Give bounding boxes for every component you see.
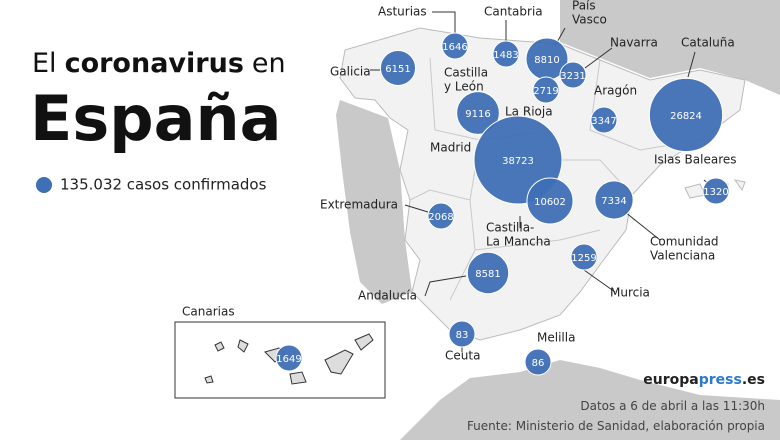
region-label: La Rioja [505, 105, 553, 119]
bubble [492, 40, 520, 68]
region-label: Castilla [444, 66, 488, 80]
bubble-label: 9116 [465, 109, 490, 120]
bubble-label: 38723 [502, 156, 534, 167]
region-label: Valenciana [650, 249, 715, 263]
region-label: Galicia [330, 65, 371, 79]
bubble [379, 49, 417, 87]
bubble [427, 202, 455, 230]
bubble [466, 251, 510, 295]
region-label: Cantabria [484, 5, 543, 19]
region-label: La Mancha [486, 235, 551, 249]
bubble-label: 2068 [428, 212, 453, 223]
bubble-label: 1483 [493, 50, 518, 61]
bubble-label: 83 [456, 330, 469, 341]
bubble-label: 2719 [533, 86, 558, 97]
region-label: Canarias [182, 305, 235, 319]
bubble [648, 77, 724, 153]
region-label: Aragón [594, 84, 637, 98]
bubble [532, 76, 560, 104]
region-label: Asturias [378, 5, 427, 19]
bubble-label: 1649 [276, 354, 301, 365]
bubble-label: 3347 [591, 116, 616, 127]
france [560, 0, 780, 95]
bubble-label: 26824 [670, 111, 702, 122]
title: El coronavirus en [32, 48, 286, 79]
bubble-label: 10602 [534, 197, 566, 208]
bubble-label: 86 [532, 358, 545, 369]
bubble-label: 3231 [560, 71, 585, 82]
region-label: País [572, 0, 596, 13]
africa [400, 360, 780, 440]
region-label: Comunidad [650, 235, 719, 249]
title-part: en [252, 48, 286, 79]
subtitle: España [30, 82, 281, 155]
logo-part: .es [742, 372, 765, 388]
region-label: y León [444, 80, 484, 94]
bubble [702, 177, 730, 205]
date-note: Datos a 6 de abril a las 11:30h [580, 399, 765, 413]
region-label: Castilla- [486, 221, 534, 235]
bubble [570, 243, 598, 271]
title-part: El [32, 48, 57, 79]
bubble-label: 8810 [534, 55, 559, 66]
bubble [594, 180, 634, 220]
bubble [526, 177, 574, 225]
bubble-label: 1320 [703, 187, 728, 198]
region-label: Navarra [610, 36, 658, 50]
bubble-label: 6151 [385, 64, 410, 75]
bubble-label: 1259 [571, 253, 596, 264]
portugal [336, 100, 412, 304]
bubble [590, 106, 618, 134]
region-label: Ceuta [445, 349, 480, 363]
region-label: Extremadura [320, 198, 398, 212]
bubble-label: 8581 [475, 269, 500, 280]
bubble [524, 348, 552, 376]
logo-part: press [699, 372, 742, 388]
title-part: coronavirus [65, 48, 244, 79]
bubble-label: 1646 [442, 42, 467, 53]
region-label: Murcia [610, 286, 650, 300]
region-label: Cataluña [681, 36, 735, 50]
region-label: Islas Baleares [654, 153, 737, 167]
region-label: Andalucía [358, 289, 417, 303]
bubble-label: 7334 [601, 196, 626, 207]
logo-part: europa [643, 372, 698, 388]
logo: europapress.es [643, 372, 765, 388]
bubble [275, 344, 303, 372]
region-label: Melilla [537, 331, 575, 345]
bubble [441, 32, 469, 60]
legend-label: 135.032 casos confirmados [60, 176, 267, 194]
bubble [559, 61, 587, 89]
bubble [448, 320, 476, 348]
source-note: Fuente: Ministerio de Sanidad, elaboraci… [467, 419, 765, 433]
legend-marker [36, 177, 52, 193]
region-label: Vasco [572, 13, 607, 27]
region-label: Madrid [430, 141, 471, 155]
land [336, 0, 780, 440]
bubble [456, 91, 500, 135]
